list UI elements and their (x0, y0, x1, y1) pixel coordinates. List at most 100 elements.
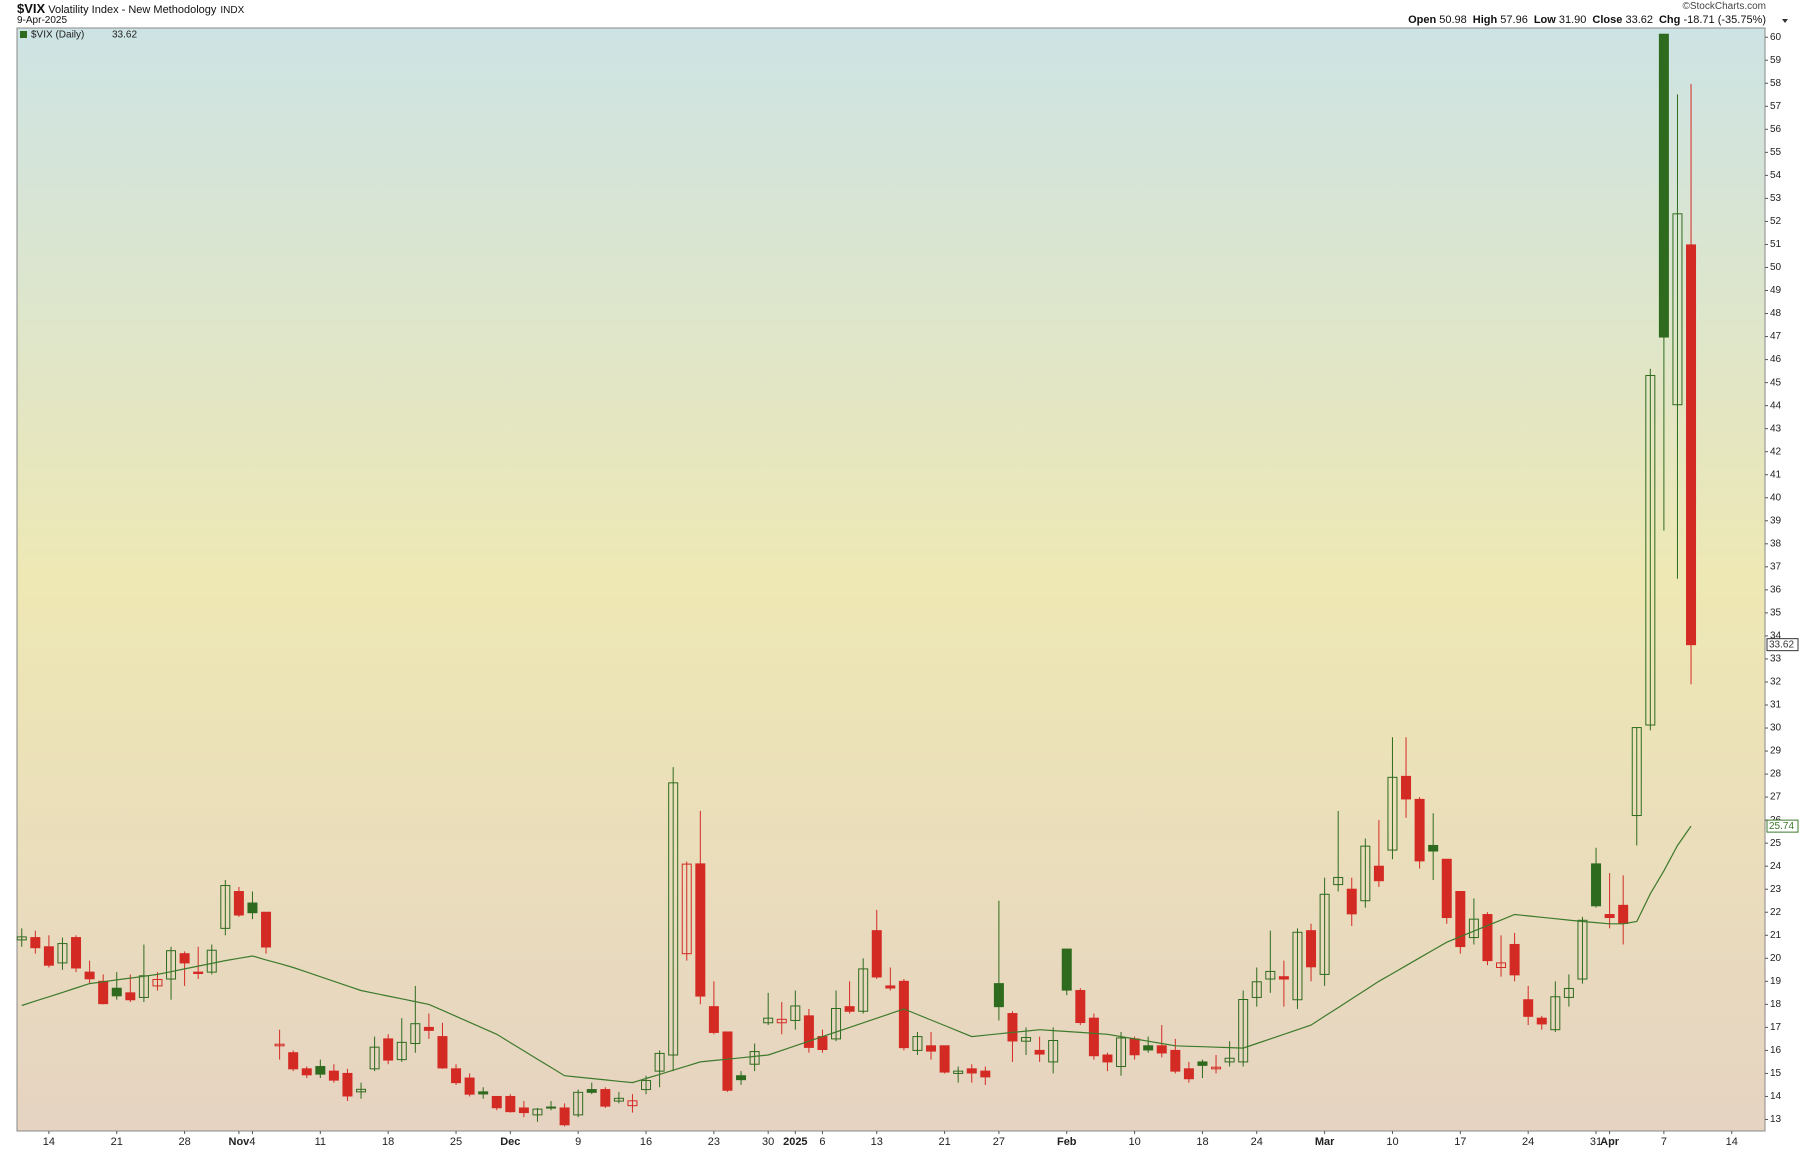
x-tick-label: 28 (178, 1136, 190, 1148)
candle-body (71, 937, 82, 969)
candle-body (871, 930, 882, 978)
x-tick-label: 25 (450, 1136, 462, 1148)
candle-body (790, 1005, 801, 1021)
candle-body (1088, 1017, 1099, 1057)
y-tick-label: 28 (1770, 769, 1782, 780)
y-tick-label: 60 (1770, 32, 1782, 43)
candle-body (1034, 1049, 1045, 1055)
y-tick-label: 50 (1770, 262, 1782, 273)
y-tick-label: 27 (1770, 792, 1782, 803)
y-tick-label: 14 (1770, 1091, 1782, 1102)
candle-body (546, 1106, 557, 1109)
candle-body (559, 1107, 570, 1126)
y-tick-label: 56 (1770, 124, 1782, 135)
candle-body (1007, 1013, 1018, 1042)
candle-body (1604, 914, 1615, 919)
candle-body (1278, 976, 1289, 980)
y-tick-label: 49 (1770, 285, 1782, 296)
candle-body (1116, 1037, 1127, 1068)
plot-area (16, 27, 1766, 1132)
value-marker-box (1766, 819, 1799, 833)
candle-body (1021, 1037, 1032, 1042)
candle-body (1292, 931, 1303, 1001)
x-tick-label: 24 (1251, 1136, 1263, 1148)
y-tick-label: 16 (1770, 1045, 1782, 1056)
candle-body (1468, 918, 1479, 939)
x-tick-label: 18 (382, 1136, 394, 1148)
candle-body (1360, 845, 1371, 902)
candle-body (1333, 876, 1344, 886)
candle-body (993, 983, 1004, 1008)
candle-body (491, 1095, 502, 1109)
quote-name: Close (1592, 14, 1623, 26)
quote-percent: (-35.75%) (1717, 14, 1766, 26)
candle-body (1686, 244, 1697, 646)
x-tick-label: 14 (43, 1136, 55, 1148)
y-tick-label: 53 (1770, 193, 1782, 204)
candle-body (383, 1038, 394, 1061)
y-tick-label: 20 (1770, 953, 1782, 964)
candle-body (1048, 1040, 1059, 1063)
candle-body (1428, 844, 1439, 852)
quote-name: Chg (1658, 14, 1681, 26)
candle-body (30, 937, 41, 949)
x-tick-label: 17 (1454, 1136, 1466, 1148)
legend-value: 33.62 (112, 30, 137, 41)
candle-body (1618, 904, 1629, 925)
y-tick-label: 48 (1770, 308, 1782, 319)
candle-body (328, 1070, 339, 1081)
candle-body (980, 1070, 991, 1078)
x-tick-label: 14 (1726, 1136, 1738, 1148)
y-tick-label: 58 (1770, 78, 1782, 89)
candle-body (844, 1006, 855, 1012)
candle-body (206, 949, 217, 973)
candle-body (1496, 962, 1507, 969)
symbol: $VIX (17, 1, 46, 16)
legend-label: $VIX (Daily) (31, 30, 84, 41)
candle-body (1319, 893, 1330, 975)
x-tick-label: 7 (1661, 1136, 1667, 1148)
candle-body (1129, 1038, 1140, 1056)
candle-body (1183, 1068, 1194, 1080)
candle-body (342, 1072, 353, 1097)
candle-body (98, 980, 109, 1005)
x-tick-label: 24 (1522, 1136, 1534, 1148)
x-tick-label: Nov (229, 1136, 251, 1148)
candle-body (356, 1088, 367, 1093)
candle-body (518, 1107, 529, 1114)
candle-body (736, 1075, 747, 1081)
candle-body (573, 1091, 584, 1116)
candle-body (1170, 1049, 1181, 1072)
candle-body (43, 946, 54, 966)
candle-body (1631, 727, 1642, 817)
candle-body (369, 1046, 380, 1070)
candle-body (1536, 1017, 1547, 1025)
x-tick-label: 27 (993, 1136, 1005, 1148)
y-tick-label: 36 (1770, 585, 1782, 596)
x-tick-label: 18 (1196, 1136, 1208, 1148)
y-tick-label: 46 (1770, 354, 1782, 365)
y-tick-label: 21 (1770, 930, 1782, 941)
candle-body (288, 1052, 299, 1070)
quote-value: -18.71 (1683, 14, 1715, 26)
dropdown-arrow[interactable] (1782, 19, 1788, 23)
x-tick-label: 21 (938, 1136, 950, 1148)
candle-body (1577, 919, 1588, 980)
y-tick-label: 59 (1770, 55, 1782, 66)
candle-body (193, 971, 204, 974)
value-marker-label: 33.62 (1769, 639, 1794, 650)
candle-body (478, 1091, 489, 1095)
x-tick-label: 16 (640, 1136, 652, 1148)
candle-body (1373, 865, 1384, 882)
candle-body (1509, 943, 1520, 976)
x-tick-label: Apr (1600, 1136, 1620, 1148)
symbol-title: Volatility Index - New Methodology (48, 4, 217, 16)
y-tick-label: 23 (1770, 884, 1782, 895)
candle-body (898, 980, 909, 1049)
candle-body (966, 1068, 977, 1074)
candle-body (410, 1023, 421, 1044)
quote-value: 33.62 (1625, 14, 1653, 26)
y-tick-label: 34 (1770, 631, 1782, 642)
y-tick-label: 44 (1770, 400, 1782, 411)
